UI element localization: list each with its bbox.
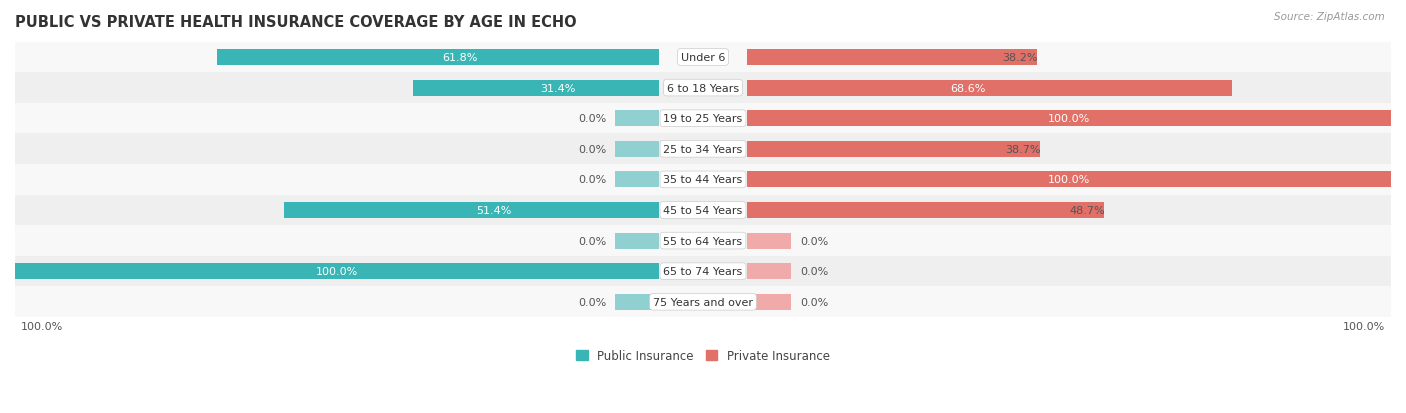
Bar [616, 233, 659, 249]
Text: 100.0%: 100.0% [1047, 114, 1090, 124]
Legend: Public Insurance, Private Insurance: Public Insurance, Private Insurance [571, 345, 835, 367]
Text: 65 to 74 Years: 65 to 74 Years [664, 266, 742, 277]
Text: 100.0%: 100.0% [1343, 321, 1385, 331]
Text: 100.0%: 100.0% [21, 321, 63, 331]
Bar [747, 142, 1040, 157]
Bar [218, 50, 659, 66]
Text: 0.0%: 0.0% [578, 297, 606, 307]
Bar [15, 43, 1391, 73]
Text: 19 to 25 Years: 19 to 25 Years [664, 114, 742, 124]
Bar [747, 294, 790, 310]
Text: 100.0%: 100.0% [1047, 175, 1090, 185]
Bar [15, 287, 1391, 317]
Bar [616, 142, 659, 157]
Bar [747, 172, 1406, 188]
Bar [616, 172, 659, 188]
Bar [15, 165, 1391, 195]
Text: 38.7%: 38.7% [1005, 145, 1040, 154]
Text: 0.0%: 0.0% [800, 236, 828, 246]
Text: 45 to 54 Years: 45 to 54 Years [664, 206, 742, 216]
Bar [747, 202, 1104, 218]
Text: 0.0%: 0.0% [578, 145, 606, 154]
Bar [747, 111, 1406, 127]
Text: 61.8%: 61.8% [443, 53, 478, 63]
Bar [284, 202, 659, 218]
Bar [616, 111, 659, 127]
Text: 48.7%: 48.7% [1070, 206, 1105, 216]
Bar [616, 294, 659, 310]
Bar [15, 104, 1391, 134]
Text: 51.4%: 51.4% [477, 206, 512, 216]
Text: 55 to 64 Years: 55 to 64 Years [664, 236, 742, 246]
Text: PUBLIC VS PRIVATE HEALTH INSURANCE COVERAGE BY AGE IN ECHO: PUBLIC VS PRIVATE HEALTH INSURANCE COVER… [15, 15, 576, 30]
Text: Under 6: Under 6 [681, 53, 725, 63]
Text: 0.0%: 0.0% [578, 114, 606, 124]
Text: 0.0%: 0.0% [800, 297, 828, 307]
Bar [15, 134, 1391, 165]
Bar [15, 226, 1391, 256]
Text: 0.0%: 0.0% [578, 175, 606, 185]
Bar [747, 263, 790, 280]
Text: 6 to 18 Years: 6 to 18 Years [666, 83, 740, 93]
Text: 100.0%: 100.0% [316, 266, 359, 277]
Bar [15, 256, 1391, 287]
Bar [15, 73, 1391, 104]
Text: 0.0%: 0.0% [800, 266, 828, 277]
Text: 31.4%: 31.4% [540, 83, 576, 93]
Bar [0, 263, 659, 280]
Bar [15, 195, 1391, 226]
Text: 0.0%: 0.0% [578, 236, 606, 246]
Bar [747, 50, 1036, 66]
Bar [747, 81, 1233, 96]
Bar [413, 81, 659, 96]
Text: 35 to 44 Years: 35 to 44 Years [664, 175, 742, 185]
Text: 75 Years and over: 75 Years and over [652, 297, 754, 307]
Text: 68.6%: 68.6% [950, 83, 986, 93]
Text: 25 to 34 Years: 25 to 34 Years [664, 145, 742, 154]
Text: Source: ZipAtlas.com: Source: ZipAtlas.com [1274, 12, 1385, 22]
Bar [747, 233, 790, 249]
Text: 38.2%: 38.2% [1002, 53, 1038, 63]
